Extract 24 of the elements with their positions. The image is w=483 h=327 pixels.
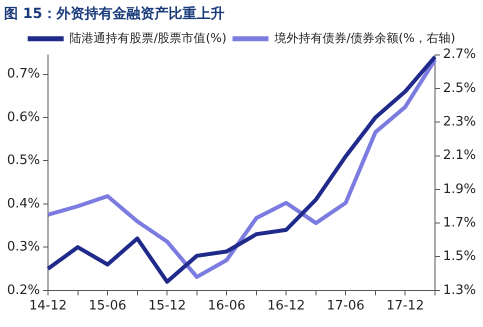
chart-title: 图 15：外资持有金融资产比重上升 — [4, 5, 224, 22]
y-tick-label: 0.5% — [6, 153, 40, 168]
x-tick-label: 15-12 — [148, 298, 186, 314]
x-tick-label: 15-06 — [88, 298, 126, 314]
legend-label: 境外持有债券/债券余额(%，右轴) — [274, 30, 456, 45]
y-tick-label: 0.3% — [6, 240, 40, 255]
y2-tick-label: 2.7% — [442, 47, 476, 62]
y2-tick-label: 1.3% — [442, 282, 476, 298]
y-tick-label: 0.4% — [6, 196, 40, 212]
y-tick-label: 0.7% — [6, 66, 40, 82]
y2-tick-label: 1.5% — [442, 249, 476, 264]
x-tick-label: 17-12 — [386, 298, 424, 314]
y2-tick-label: 1.9% — [442, 182, 476, 197]
y-tick-label: 0.6% — [6, 110, 40, 125]
x-tick-label: 16-06 — [208, 298, 246, 314]
legend-label: 陆港通持有股票/股票市值(%) — [70, 30, 227, 45]
y2-tick-label: 2.1% — [442, 148, 476, 164]
y2-tick-label: 2.5% — [442, 80, 476, 96]
y2-tick-label: 1.7% — [442, 215, 476, 230]
y2-tick-label: 2.3% — [442, 114, 476, 130]
x-tick-label: 17-06 — [326, 298, 365, 314]
x-tick-label: 16-12 — [267, 298, 306, 314]
x-tick-label: 14-12 — [29, 298, 67, 314]
y-tick-label: 0.2% — [6, 282, 40, 298]
